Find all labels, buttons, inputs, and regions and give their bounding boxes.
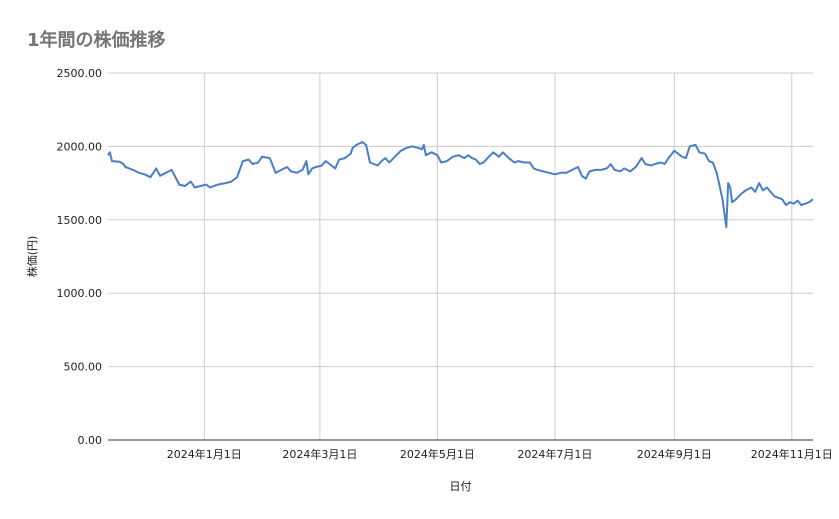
chart-title: 1年間の株価推移 [27,30,166,51]
x-tick-label: 2024年1月1日 [167,447,242,461]
x-tick-label: 2024年5月1日 [400,447,475,461]
series-line [107,141,814,229]
y-tick-label: 500.00 [64,361,103,374]
y-axis-title: 株価(円) [25,236,39,278]
grid-lines [108,72,813,440]
y-tick-label: 1000.00 [57,287,103,300]
y-tick-labels: 0.00 500.00 1000.00 1500.00 2000.00 2500.00 [57,67,103,447]
x-tick-labels: 2024年1月1日 2024年3月1日 2024年5月1日 2024年7月1日 2024… [167,447,833,461]
x-tick-label: 2024年3月1日 [282,447,357,461]
x-axis-title: 日付 [450,480,472,493]
y-tick-label: 0.00 [78,434,103,447]
x-tick-label: 2024年11月1日 [751,447,833,461]
x-tick-label: 2024年7月1日 [517,447,592,461]
y-tick-label: 2000.00 [57,140,103,153]
y-tick-label: 2500.00 [57,67,103,80]
x-tick-label: 2024年9月1日 [637,447,712,461]
y-tick-label: 1500.00 [57,214,103,227]
